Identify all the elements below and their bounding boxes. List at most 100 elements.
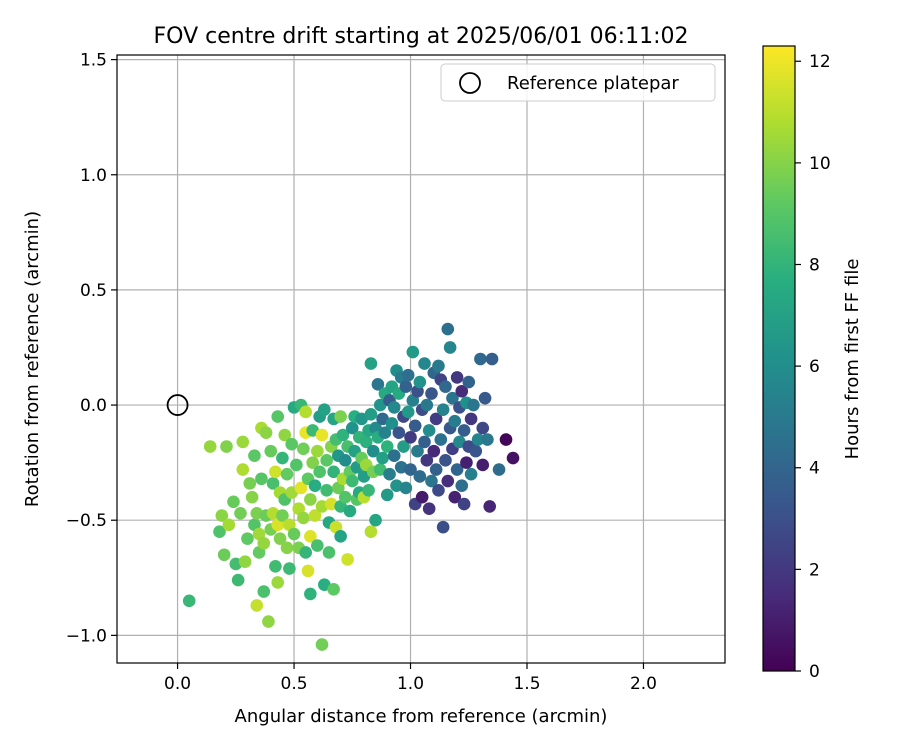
data-point xyxy=(369,513,382,527)
data-point xyxy=(366,444,380,458)
data-point xyxy=(280,541,294,555)
data-point xyxy=(243,477,257,490)
data-point xyxy=(338,490,352,504)
data-point xyxy=(345,421,359,435)
reference-marker xyxy=(166,394,189,416)
data-point xyxy=(336,428,350,442)
colorbar-ticks: 0 2 4 6 8 10 12 xyxy=(795,52,831,682)
y-tick-label: 0.0 xyxy=(80,396,107,416)
data-point xyxy=(376,412,389,426)
data-point xyxy=(439,454,452,467)
data-point xyxy=(245,490,259,504)
data-point xyxy=(420,454,434,467)
x-tick-label: 0.5 xyxy=(281,674,308,694)
data-point xyxy=(457,424,471,437)
axes-frame xyxy=(116,54,726,664)
colorbar-tick-label: 12 xyxy=(809,52,831,72)
data-point xyxy=(259,426,273,439)
data-point xyxy=(455,479,469,492)
data-point xyxy=(387,401,401,414)
x-axis-ticks: 0.0 0.5 1.0 1.5 2.0 xyxy=(164,663,657,694)
data-point xyxy=(399,380,413,393)
data-point xyxy=(462,375,476,389)
data-point xyxy=(271,410,285,423)
data-point xyxy=(222,518,236,532)
data-point xyxy=(471,433,485,446)
data-point xyxy=(283,562,296,575)
data-point xyxy=(241,532,254,545)
data-point xyxy=(418,357,431,370)
data-point xyxy=(404,431,417,444)
data-point xyxy=(359,435,373,449)
data-point xyxy=(443,341,457,354)
data-point xyxy=(355,412,368,426)
colorbar-tick-label: 8 xyxy=(809,255,820,275)
data-point xyxy=(478,391,492,405)
data-point xyxy=(411,444,424,458)
data-point xyxy=(276,509,289,522)
data-point xyxy=(476,421,490,435)
data-point xyxy=(464,412,478,426)
data-point xyxy=(404,463,417,476)
y-axis-ticks: −1.0 −0.5 0.0 0.5 1.0 1.5 xyxy=(66,51,117,646)
data-point xyxy=(481,433,494,446)
data-point xyxy=(364,525,378,539)
data-point xyxy=(364,357,378,370)
data-point xyxy=(280,467,294,481)
data-point xyxy=(413,470,427,483)
data-point xyxy=(401,368,415,382)
y-tick-label: −0.5 xyxy=(66,511,107,531)
data-point xyxy=(327,465,340,479)
data-point xyxy=(474,352,487,366)
data-point xyxy=(215,509,229,522)
data-point xyxy=(345,474,359,488)
data-point xyxy=(436,520,450,534)
data-point xyxy=(378,426,392,439)
colorbar-tick-label: 4 xyxy=(809,459,820,479)
data-point xyxy=(320,454,333,467)
data-point xyxy=(306,456,319,469)
legend-marker xyxy=(459,72,481,94)
data-point xyxy=(432,359,445,373)
data-point xyxy=(446,391,459,405)
data-point xyxy=(257,536,271,550)
data-point xyxy=(262,615,275,628)
data-point xyxy=(236,435,250,449)
data-point xyxy=(269,465,282,479)
data-point xyxy=(266,477,280,490)
data-point xyxy=(436,403,450,416)
data-point xyxy=(385,417,399,430)
data-point xyxy=(434,433,448,446)
data-point xyxy=(506,451,520,465)
data-point xyxy=(311,539,324,552)
data-point xyxy=(234,507,247,520)
data-point xyxy=(255,472,268,486)
data-point xyxy=(450,463,464,476)
data-point xyxy=(441,322,455,336)
legend: Reference platepar xyxy=(440,63,716,102)
y-tick-label: 0.5 xyxy=(80,281,107,301)
data-point xyxy=(306,424,319,437)
x-axis-label: Angular distance from reference (arcmin) xyxy=(235,706,608,727)
data-point xyxy=(203,440,217,453)
data-point xyxy=(304,530,317,543)
data-point xyxy=(220,440,233,453)
data-point xyxy=(338,454,352,467)
data-point xyxy=(397,440,410,453)
data-point xyxy=(308,479,322,492)
data-point xyxy=(387,449,401,463)
data-point xyxy=(441,474,455,488)
data-point xyxy=(467,398,480,412)
data-point xyxy=(376,451,389,465)
colorbar-label: Hours from first FF file xyxy=(842,259,863,460)
data-point xyxy=(469,444,483,458)
data-point xyxy=(285,437,299,451)
data-point xyxy=(269,559,282,573)
x-tick-label: 2.0 xyxy=(630,674,657,694)
data-point xyxy=(182,594,196,608)
data-point xyxy=(285,486,299,499)
data-point xyxy=(217,548,231,562)
data-point xyxy=(439,380,452,393)
data-point xyxy=(413,375,427,389)
data-point xyxy=(287,527,301,541)
